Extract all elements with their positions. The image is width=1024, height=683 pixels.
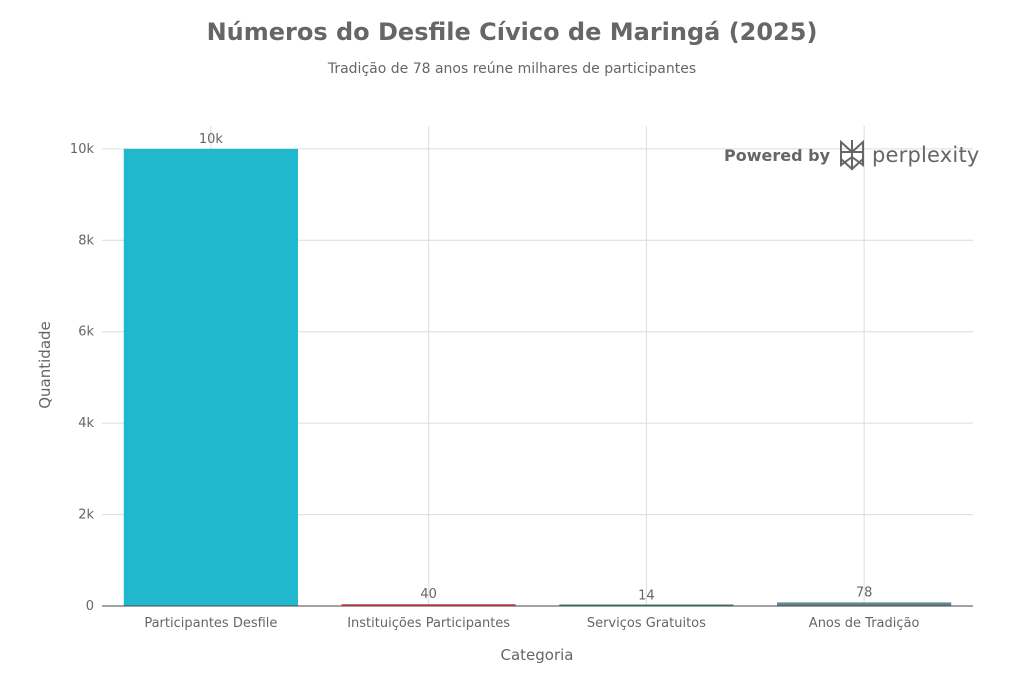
bars — [123, 148, 952, 606]
y-tick-label: 2k — [78, 508, 94, 523]
data-label: 40 — [420, 587, 437, 602]
perplexity-logo-icon — [840, 139, 864, 171]
watermark-brand: perplexity — [872, 143, 980, 167]
bar — [559, 604, 734, 606]
bar — [341, 604, 516, 606]
y-axis-title: Quantidade — [36, 321, 54, 409]
chart-subtitle: Tradição de 78 anos reúne milhares de pa… — [327, 61, 697, 77]
x-tick-label: Instituições Participantes — [347, 616, 510, 631]
perplexity-watermark: Powered by perplexity — [724, 138, 980, 172]
y-tick-label: 10k — [70, 142, 95, 157]
x-tick-label: Anos de Tradição — [809, 616, 920, 631]
data-label: 78 — [856, 585, 873, 600]
data-label: 10k — [199, 132, 224, 147]
y-tick-label: 4k — [78, 416, 94, 431]
x-axis-title: Categoria — [500, 646, 573, 664]
x-tick-label: Participantes Desfile — [144, 616, 277, 631]
data-label: 14 — [638, 588, 655, 603]
x-tick-label: Serviços Gratuitos — [587, 616, 706, 631]
bar — [777, 602, 952, 606]
data-labels: 10k 40 14 78 — [199, 132, 873, 604]
y-tick-label: 8k — [78, 233, 94, 248]
chart-title: Números do Desfile Cívico de Maringá (20… — [206, 18, 818, 46]
y-tick-label: 0 — [86, 599, 94, 614]
axes: 0 2k 4k 6k 8k 10k Participantes Desfile Institu… — [70, 142, 973, 631]
bar — [123, 148, 298, 606]
watermark-text: Powered by — [724, 145, 830, 165]
y-tick-label: 6k — [78, 325, 94, 340]
